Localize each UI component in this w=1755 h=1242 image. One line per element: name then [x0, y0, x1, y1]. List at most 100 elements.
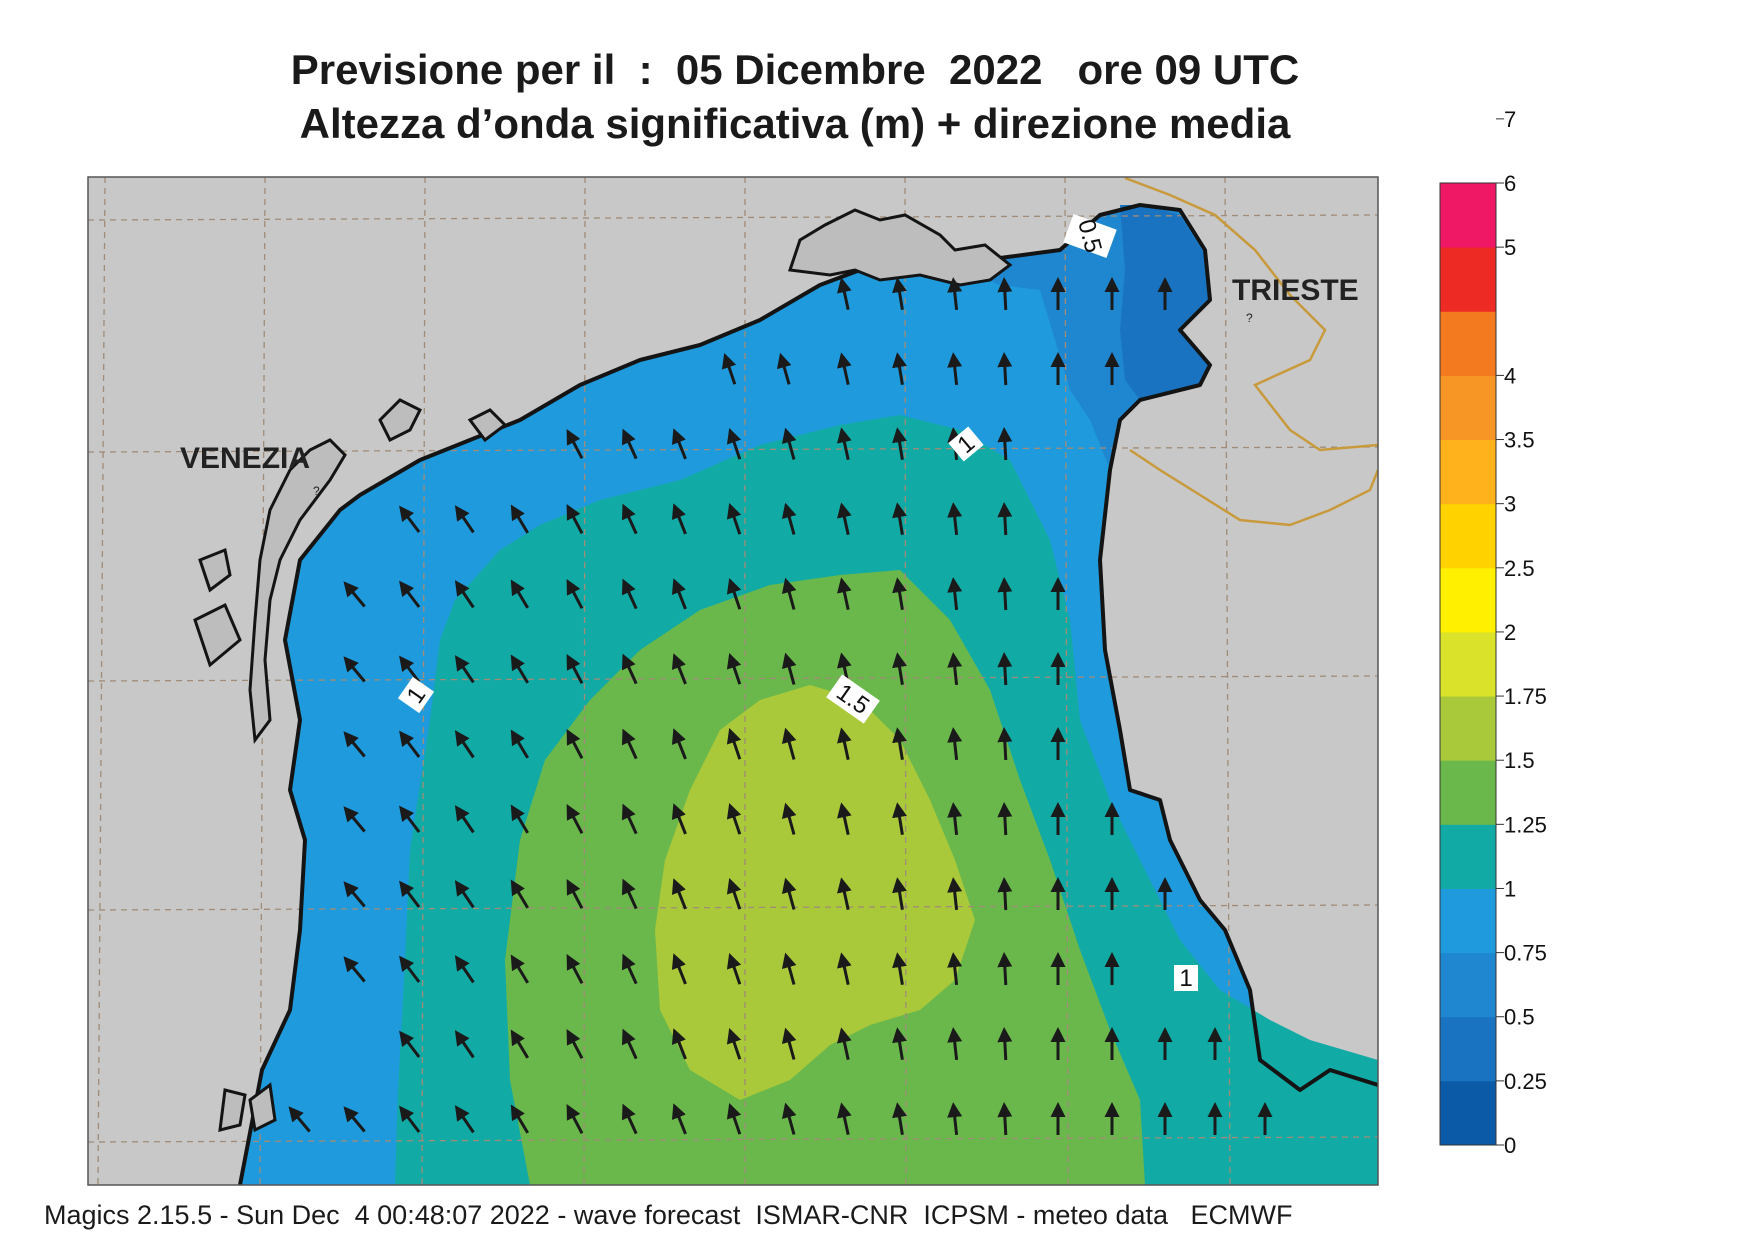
legend-swatch: [1440, 760, 1496, 825]
direction-arrow: [947, 577, 963, 611]
color-legend: 0 0.25 0.5 0.75 1 1.25 1.5 1.75 2 2.5 3 3.5 4 5 6 7: [1439, 107, 1547, 1158]
direction-arrow: [454, 1030, 475, 1059]
direction-arrow: [726, 577, 742, 610]
direction-arrow: [621, 803, 638, 835]
venezia-marker: ?: [313, 484, 320, 498]
legend-tick-label: 1: [1504, 876, 1516, 901]
direction-arrow: [997, 352, 1013, 386]
city-label-trieste: TRIESTE: [1232, 274, 1359, 307]
direction-arrow: [947, 502, 963, 536]
direction-arrow: [721, 352, 737, 385]
lagoon-islands: [193, 398, 508, 1133]
direction-arrow: [621, 503, 638, 535]
direction-arrow: [510, 504, 529, 534]
direction-arrow: [343, 956, 366, 983]
direction-arrow: [566, 804, 584, 834]
svg-text:1: 1: [1179, 965, 1192, 992]
direction-arrow: [671, 1103, 687, 1135]
direction-arrow: [566, 879, 584, 909]
grado-land: [787, 208, 1013, 287]
direction-arrow: [837, 277, 852, 311]
direction-arrow: [776, 352, 792, 385]
legend-swatch: [1440, 311, 1496, 376]
legend-swatch: [1440, 247, 1496, 312]
direction-arrow: [947, 727, 963, 761]
direction-arrow: [454, 955, 475, 984]
legend-swatch: [1440, 375, 1496, 441]
legend-swatch: [1440, 888, 1496, 954]
direction-arrow: [454, 655, 475, 684]
direction-arrow: [454, 880, 475, 909]
legend-tick-label: 0.25: [1504, 1069, 1547, 1094]
direction-arrow: [997, 577, 1013, 611]
legend-tick-label: 3: [1504, 492, 1516, 517]
contour-label-05: 0.5: [1063, 214, 1117, 258]
direction-arrow: [671, 503, 687, 535]
direction-arrow: [997, 952, 1013, 986]
legend-tick-label: 0.75: [1504, 941, 1547, 966]
legend-swatch: [1440, 1080, 1496, 1146]
direction-arrow: [892, 352, 907, 386]
direction-arrow: [781, 652, 797, 685]
direction-arrow: [343, 581, 366, 608]
legend-tick-label: 4: [1504, 363, 1516, 388]
legend-tick-label: 3.5: [1504, 428, 1535, 453]
direction-arrow: [726, 877, 742, 910]
direction-arrow: [997, 727, 1013, 761]
city-label-venezia: VENEZIA: [180, 442, 310, 475]
direction-arrow: [837, 727, 852, 761]
direction-arrow: [510, 879, 529, 909]
direction-arrow: [892, 277, 907, 311]
direction-arrow: [892, 502, 907, 536]
legend-tick-label: 0.5: [1504, 1005, 1535, 1030]
direction-arrow: [399, 805, 421, 833]
direction-arrow: [947, 1027, 963, 1061]
legend-tick-label: 2: [1504, 620, 1516, 645]
direction-arrow: [781, 727, 797, 760]
map-frame: [87, 176, 1379, 1186]
contour-label-1-right: 1: [1174, 965, 1198, 992]
direction-arrow: [892, 427, 907, 461]
legend-tick-label: 1.5: [1504, 748, 1535, 773]
direction-arrow: [837, 1102, 852, 1136]
direction-arrow: [621, 1103, 638, 1135]
direction-arrow: [399, 1105, 421, 1133]
direction-arrow: [671, 653, 687, 685]
direction-arrow: [892, 802, 907, 836]
direction-arrow: [726, 502, 742, 535]
direction-arrow: [454, 805, 475, 834]
direction-arrow: [781, 427, 797, 460]
direction-arrow: [997, 652, 1013, 686]
direction-arrow: [454, 505, 475, 534]
direction-arrow: [399, 505, 421, 533]
legend-swatch: [1440, 439, 1496, 505]
legend-tick-label: 7: [1504, 107, 1516, 132]
direction-arrow: [510, 804, 529, 834]
direction-arrow: [566, 1104, 584, 1134]
contour-label-1-left: 1: [397, 676, 435, 714]
direction-arrow: [947, 877, 963, 911]
legend-swatch: [1440, 824, 1496, 889]
direction-arrow: [566, 954, 584, 984]
direction-arrow: [671, 578, 687, 610]
direction-arrow: [399, 580, 421, 608]
direction-arrow: [997, 427, 1013, 461]
national-border: [1124, 177, 1378, 527]
direction-arrow: [621, 1028, 638, 1060]
direction-arrow: [947, 652, 963, 686]
legend-tick-label: 1.25: [1504, 812, 1547, 837]
direction-arrow: [510, 954, 529, 984]
direction-arrow: [892, 952, 907, 986]
direction-arrow: [781, 877, 797, 910]
direction-arrow: [837, 502, 852, 536]
direction-arrow: [781, 802, 797, 835]
direction-arrow: [997, 1027, 1013, 1061]
direction-arrow: [566, 429, 584, 459]
legend-tick-label: 2.5: [1504, 556, 1535, 581]
direction-arrow: [947, 352, 963, 386]
direction-arrow: [997, 877, 1013, 911]
direction-arrow: [781, 577, 797, 610]
legend-tick-label: 1.75: [1504, 684, 1547, 709]
direction-arrow: [510, 1104, 529, 1134]
